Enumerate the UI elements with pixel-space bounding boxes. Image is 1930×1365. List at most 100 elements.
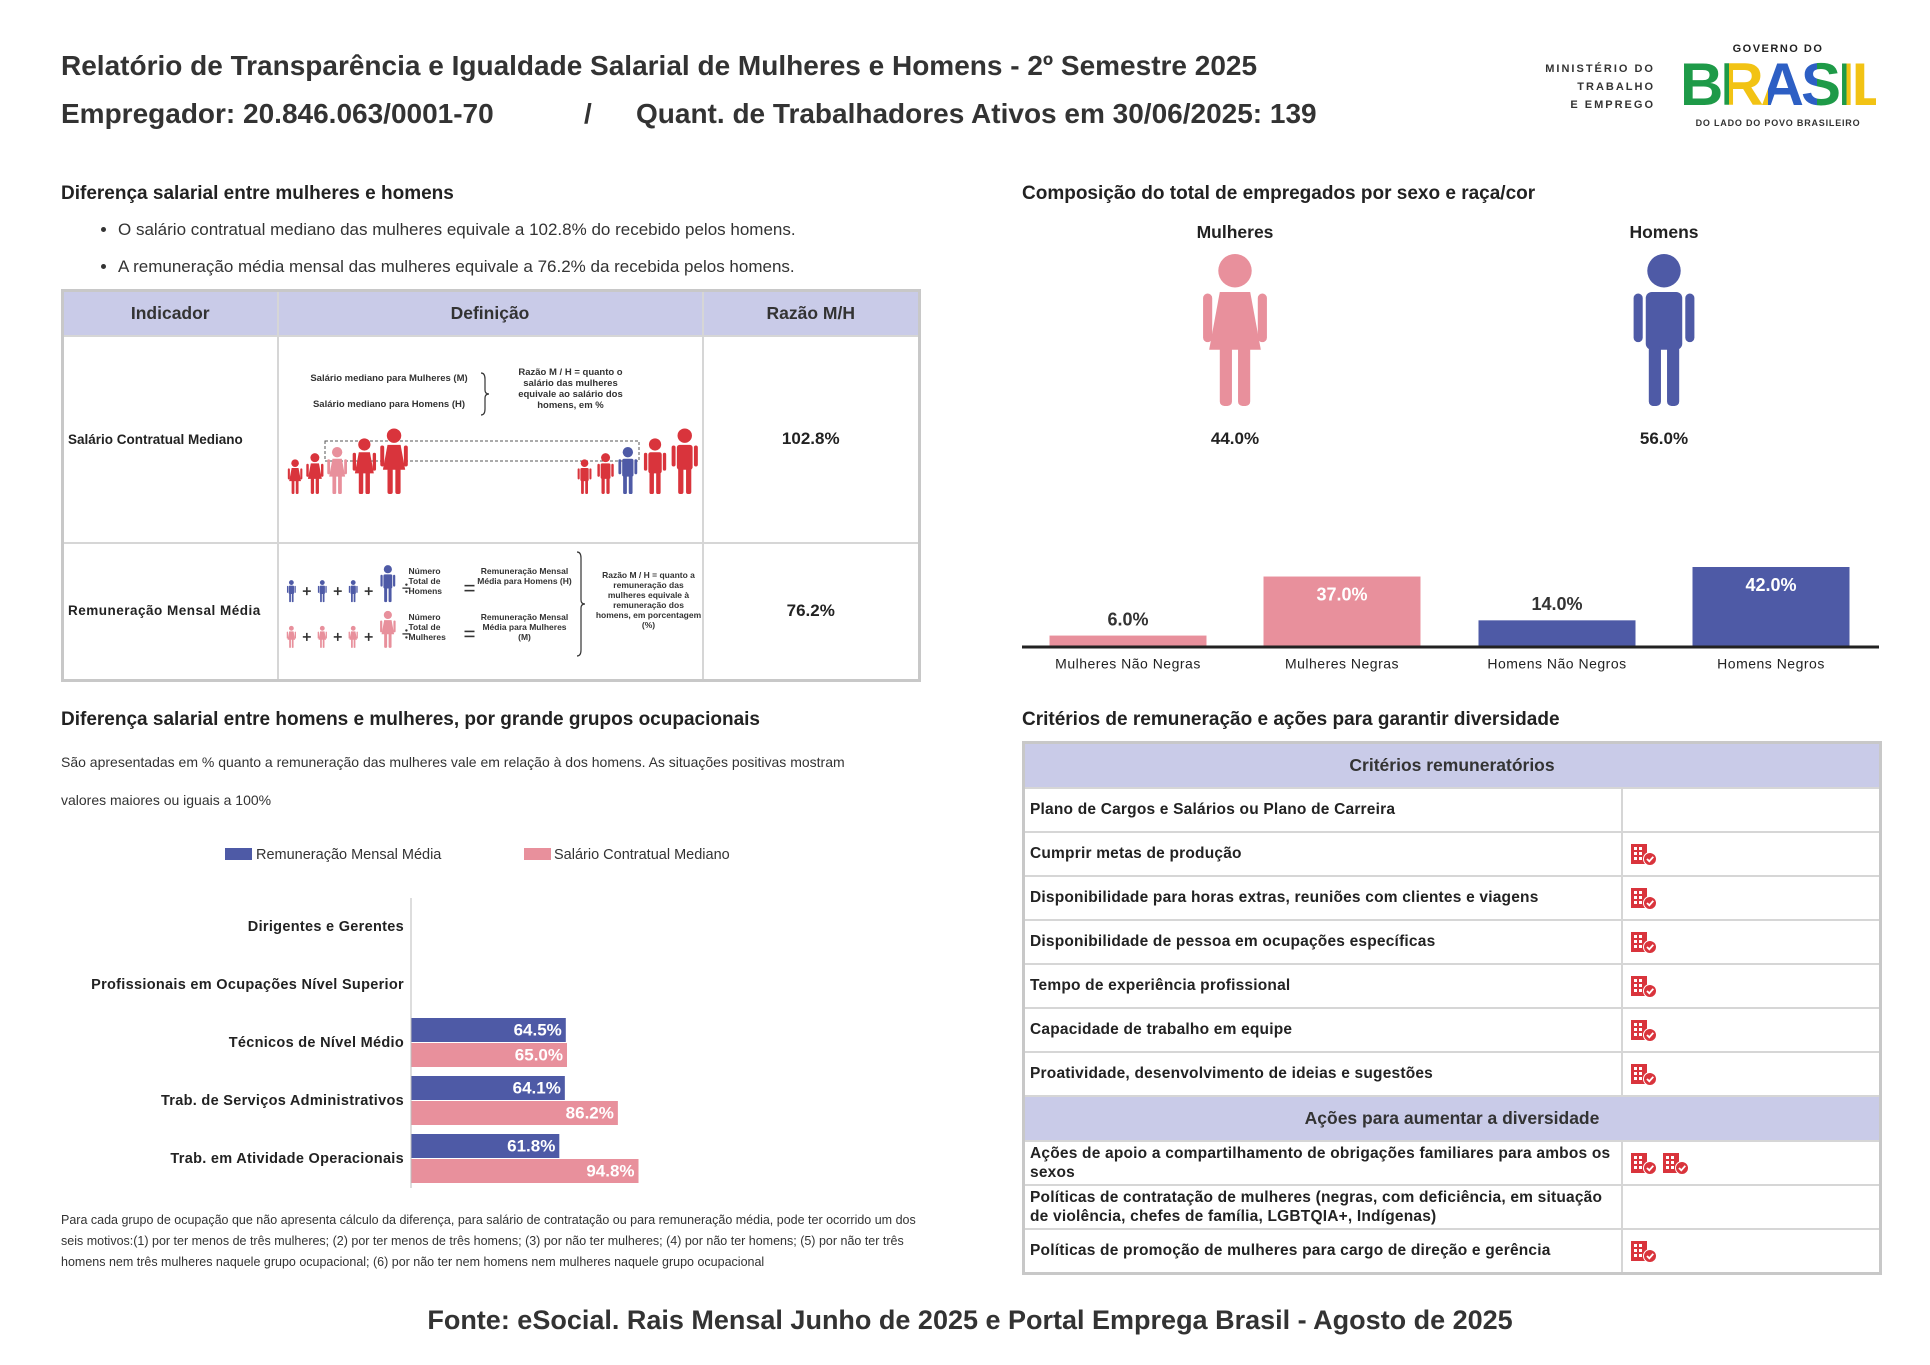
figure-leg: [288, 592, 291, 602]
figure-arm: [348, 631, 350, 639]
icon-window: [1638, 1253, 1642, 1257]
icon-window: [1638, 944, 1642, 948]
figure-head: [319, 579, 325, 585]
value-label: 14.0%: [1531, 594, 1582, 614]
icon-window: [1670, 1165, 1674, 1169]
icon-check: [1645, 1075, 1654, 1083]
icon-window: [1638, 900, 1642, 904]
icon-badge: [1674, 1160, 1689, 1175]
figure-leg: [1667, 345, 1680, 406]
figure-leg: [353, 638, 355, 648]
icon-window: [1633, 1071, 1637, 1075]
diagram-text: Razão M / H = quanto o salário das mulhe…: [518, 366, 623, 411]
icon-window: [1633, 1022, 1637, 1026]
criteria-row: Disponibilidade de pessoa em ocupações e…: [1022, 918, 1882, 965]
criteria-icons: [1620, 1227, 1882, 1274]
figure-leg: [295, 479, 299, 494]
figure-arm: [286, 631, 288, 639]
ratio-cell: 76.2%: [701, 541, 921, 681]
criteria-icons: [1620, 786, 1882, 833]
icon-badge: [1642, 1071, 1657, 1086]
figure-leg: [337, 474, 342, 494]
category-label: Homens Negros: [1717, 656, 1825, 672]
icon-window: [1665, 1160, 1669, 1164]
criteria-row: Disponibilidade para horas extras, reuni…: [1022, 874, 1882, 921]
figure-arm: [379, 574, 383, 587]
icon-window: [1638, 890, 1642, 894]
icon-check: [1645, 943, 1654, 951]
source: Fonte: eSocial. Rais Mensal Junho de 202…: [427, 1305, 1513, 1335]
header-cell: Indicador: [61, 289, 279, 337]
icon-check: [1677, 1164, 1686, 1172]
figure-arm: [392, 574, 395, 587]
ratio-cell: 102.8%: [701, 334, 921, 544]
criteria-table: Critérios remuneratórios Plano de Cargos …: [1022, 741, 1883, 1275]
criteria-row: Proatividade, desenvolvimento de ideias …: [1022, 1050, 1882, 1097]
figure-leg: [291, 592, 294, 602]
icon-window: [1638, 939, 1642, 943]
figure-arm: [1633, 293, 1643, 343]
company-icon: [1630, 1152, 1657, 1175]
category-label: Trab. de Serviços Administrativos: [161, 1093, 404, 1109]
criteria-icons: [1620, 1006, 1882, 1053]
bar: [411, 1134, 560, 1158]
figure-leg: [350, 592, 353, 602]
figure-leg: [685, 467, 691, 494]
icon-window: [1633, 856, 1637, 860]
figure-leg: [600, 477, 605, 494]
indicator-table: Indicador Definição Razão M/H Salário Co…: [61, 289, 921, 682]
icon-window: [1665, 1165, 1669, 1169]
figure-body: [287, 630, 295, 640]
figure-head: [357, 437, 370, 451]
figure-body: [350, 585, 356, 594]
group-share: 56.0%: [1639, 429, 1689, 448]
figure-head: [1218, 254, 1252, 288]
icon-window: [1638, 846, 1642, 850]
value-label: 64.1%: [513, 1078, 561, 1097]
section-header: Ações para aumentar a diversidade: [1022, 1094, 1882, 1142]
criteria-label: Plano de Cargos e Salários ou Plano de C…: [1022, 786, 1623, 833]
figure-arm: [403, 444, 408, 466]
figure-body: [647, 451, 662, 473]
icon-window: [1638, 851, 1642, 855]
indicator-cell: Salário Contratual Mediano: [61, 334, 279, 544]
operator: [404, 628, 408, 632]
diagram: Número Total de Homens Remuneração Mensa…: [279, 544, 704, 679]
icon-window: [1670, 1155, 1674, 1159]
category-label: Mulheres Não Negras: [1055, 656, 1201, 672]
icon-badge: [1642, 851, 1657, 866]
figure-leg: [319, 638, 322, 648]
chart-subtitle: São apresentadas em % quanto a remuneraç…: [61, 754, 845, 808]
figure-arm: [662, 452, 666, 471]
diagram-text: Número Total de Homens: [408, 565, 443, 596]
icon-window: [1633, 1076, 1637, 1080]
figure-body: [1645, 292, 1683, 350]
ministry-line: MINISTÉRIO DO: [1545, 63, 1655, 75]
criteria-label: Cumprir metas de produção: [1022, 830, 1623, 877]
icon-window: [1638, 856, 1642, 860]
figure-leg: [358, 471, 363, 494]
legend-swatch: [524, 848, 551, 860]
figure-leg: [655, 471, 661, 494]
figure-leg: [628, 474, 633, 494]
criteria-icons: [1620, 830, 1882, 877]
figure-body: [382, 444, 405, 470]
group-label: Mulheres: [1196, 222, 1274, 242]
icon-window: [1633, 1248, 1637, 1252]
figure-arm: [317, 631, 319, 639]
section-title: Composição do total de empregados por se…: [1022, 183, 1536, 204]
figure-head: [1647, 254, 1681, 288]
icon-badge: [1642, 939, 1657, 954]
section-title: Critérios de remuneração e ações para ga…: [1022, 709, 1560, 730]
icon-check: [1645, 1031, 1654, 1039]
diagram-text: Número Total de Mulheres: [408, 611, 446, 642]
icon-window: [1633, 1160, 1637, 1164]
figure-head: [677, 427, 692, 443]
figure-arm: [326, 458, 330, 474]
icon-check: [1645, 855, 1654, 863]
bar: [411, 1076, 565, 1100]
criteria-icons: [1620, 1050, 1882, 1097]
government-label: GOVERNO DO: [1732, 43, 1824, 55]
icon-window: [1633, 846, 1637, 850]
